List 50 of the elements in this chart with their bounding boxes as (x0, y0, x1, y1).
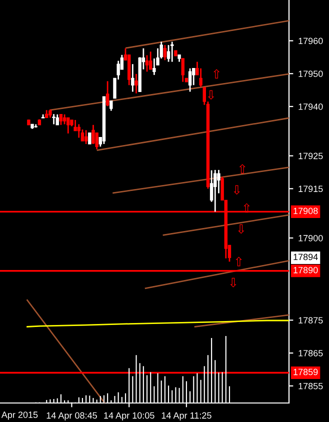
y-tick-label: 17940 (298, 103, 323, 110)
candlestick (214, 169, 217, 212)
candlestick (188, 68, 192, 92)
candlestick (217, 169, 220, 194)
candlestick (131, 63, 134, 92)
y-tick-label: 17865 (298, 350, 323, 356)
annotation: 17894 (294, 254, 318, 260)
candlestick (84, 129, 88, 145)
ref-line-label: 17908 (294, 208, 318, 214)
annotation: ⇩ (230, 278, 236, 288)
x-tick-label: 14 Apr 08:45 (46, 412, 97, 420)
candlestick (66, 116, 70, 134)
candlestick (62, 114, 66, 125)
ref-line-label: 17859 (294, 368, 318, 376)
text: Apr 2015 (1, 412, 38, 420)
candlestick (148, 50, 152, 70)
candlestick (56, 114, 59, 126)
candlestick (181, 58, 184, 83)
y-tick-label: 17960 (298, 38, 323, 44)
candlestick (74, 119, 77, 132)
candlestick (59, 114, 63, 126)
candlestick (52, 113, 56, 125)
annotation: ⇧ (239, 164, 246, 174)
candlestick (145, 54, 149, 72)
candlestick (152, 58, 156, 76)
candlestick (106, 80, 110, 107)
candlestick (199, 68, 202, 88)
y-tick-label: 17925 (298, 152, 323, 160)
ref-line-label: 17890 (294, 266, 318, 274)
candlestick (77, 124, 80, 138)
x-tick-label: 14 Apr 11:25 (162, 412, 212, 420)
candlestick (166, 44, 170, 62)
y-tick-label: 17915 (298, 186, 323, 192)
candlestick (110, 100, 113, 112)
y-tick-label: 17900 (298, 234, 323, 242)
candlestick (170, 41, 174, 62)
annotation: ⇩ (208, 90, 214, 100)
candlestick (80, 128, 84, 142)
candlestick (92, 124, 95, 145)
annotation: ⇩ (234, 185, 240, 195)
y-tick-label: 17950 (298, 70, 323, 77)
candlestick (134, 73, 138, 94)
x-tick-label: 14 Apr 10:05 (104, 412, 154, 420)
annotation: ⇧ (213, 69, 220, 78)
annotation: ⇧ (236, 256, 242, 266)
y-tick-label: 17855 (298, 382, 323, 390)
candlestick (88, 132, 92, 144)
candlestick (163, 44, 167, 61)
annotation: ⇩ (238, 224, 244, 234)
y-tick-label: 17875 (298, 317, 323, 324)
